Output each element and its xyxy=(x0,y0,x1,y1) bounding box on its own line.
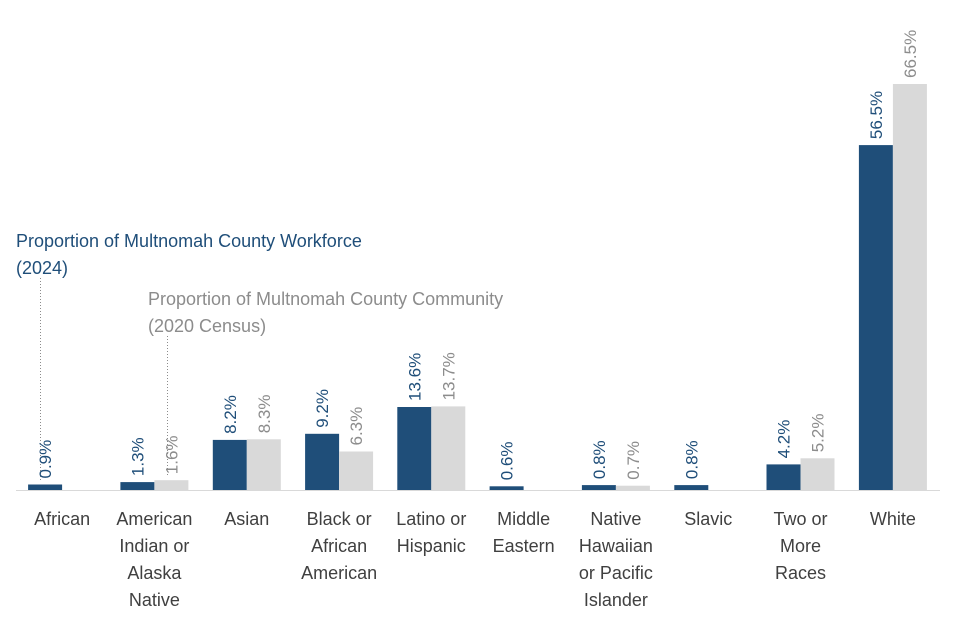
community-bar-6 xyxy=(615,485,650,490)
workforce-value-label-8: 4.2% xyxy=(775,420,794,459)
category-label-5-line-1: Eastern xyxy=(493,536,555,556)
workforce-value-label-5: 0.6% xyxy=(498,442,517,481)
category-label-9: White xyxy=(870,509,916,529)
category-label-8: Two or More Races xyxy=(773,509,827,583)
category-label-1-line-2: Alaska xyxy=(127,563,182,583)
category-label-1-line-1: Indian or xyxy=(119,536,189,556)
workforce-value-label-7: 0.8% xyxy=(682,440,701,479)
category-label-0-line-0: African xyxy=(34,509,90,529)
community-value-label-4: 13.7% xyxy=(439,352,458,400)
community-value-label-3: 6.3% xyxy=(347,407,366,446)
community-value-label-1: 1.6% xyxy=(162,435,181,474)
category-label-8-line-0: Two or xyxy=(773,509,827,529)
workforce-value-label-6: 0.8% xyxy=(590,440,609,479)
category-label-2: Asian xyxy=(224,509,269,529)
workforce-bar-3 xyxy=(305,433,340,490)
category-label-7: Slavic xyxy=(684,509,732,529)
category-label-4: Latino or Hispanic xyxy=(396,509,466,556)
community-bar-9 xyxy=(892,84,927,490)
category-label-0: African xyxy=(34,509,90,529)
workforce-bar-2 xyxy=(212,439,247,490)
workforce-bar-5 xyxy=(489,486,524,490)
community-value-label-8: 5.2% xyxy=(809,414,828,453)
category-label-1-line-0: American xyxy=(116,509,192,529)
community-bar-3 xyxy=(339,451,374,490)
workforce-value-label-1: 1.3% xyxy=(128,437,147,476)
community-bar-4 xyxy=(431,406,466,490)
workforce-bar-0 xyxy=(28,484,63,490)
legend-community-line-2: (2020 Census) xyxy=(148,316,267,336)
category-label-6-line-0: Native xyxy=(590,509,641,529)
category-label-6-line-2: or Pacific xyxy=(579,563,653,583)
category-label-1: American Indian or Alaska Native xyxy=(116,509,192,610)
community-value-label-9: 66.5% xyxy=(901,30,920,78)
workforce-value-label-3: 9.2% xyxy=(313,389,332,428)
workforce-bar-6 xyxy=(581,485,616,490)
category-label-4-line-0: Latino or xyxy=(396,509,466,529)
community-value-label-6: 0.7% xyxy=(624,441,643,480)
workforce-value-label-0: 0.9% xyxy=(36,440,55,479)
community-value-label-2: 8.3% xyxy=(255,395,274,434)
community-bar-1 xyxy=(154,480,189,490)
workforce-value-label-4: 13.6% xyxy=(405,353,424,401)
category-label-6-line-3: Islander xyxy=(584,590,648,610)
workforce-value-label-2: 8.2% xyxy=(221,395,240,434)
community-bar-8 xyxy=(800,458,835,490)
workforce-bar-8 xyxy=(766,464,801,490)
community-bar-2 xyxy=(246,439,281,490)
category-label-8-line-1: More xyxy=(780,536,821,556)
category-label-8-line-2: Races xyxy=(775,563,826,583)
workforce-bar-7 xyxy=(674,485,709,490)
category-label-3-line-0: Black or xyxy=(307,509,372,529)
workforce-bar-4 xyxy=(397,407,432,490)
category-label-5-line-0: Middle xyxy=(497,509,550,529)
category-label-2-line-0: Asian xyxy=(224,509,269,529)
category-label-5: Middle Eastern xyxy=(493,509,555,556)
workforce-bar-9 xyxy=(858,145,893,490)
category-label-6-line-1: Hawaiian xyxy=(579,536,653,556)
category-label-3-line-1: African xyxy=(311,536,367,556)
category-label-1-line-3: Native xyxy=(129,590,180,610)
legend-workforce-line-2: (2024) xyxy=(16,258,69,278)
category-label-4-line-1: Hispanic xyxy=(397,536,466,556)
legend-workforce-line-1: Proportion of Multnomah County Workforce xyxy=(16,231,362,251)
workforce-value-label-9: 56.5% xyxy=(867,91,886,139)
legend-community: Proportion of Multnomah County Community… xyxy=(148,286,503,340)
legend-workforce: Proportion of Multnomah County Workforce… xyxy=(16,228,362,282)
category-label-6: Native Hawaiian or Pacific Islander xyxy=(579,509,653,610)
category-label-3: Black or African American xyxy=(301,509,377,583)
category-label-7-line-0: Slavic xyxy=(684,509,732,529)
legend-community-line-1: Proportion of Multnomah County Community xyxy=(148,289,504,309)
category-label-3-line-2: American xyxy=(301,563,377,583)
category-label-9-line-0: White xyxy=(870,509,916,529)
workforce-bar-1 xyxy=(120,482,155,490)
